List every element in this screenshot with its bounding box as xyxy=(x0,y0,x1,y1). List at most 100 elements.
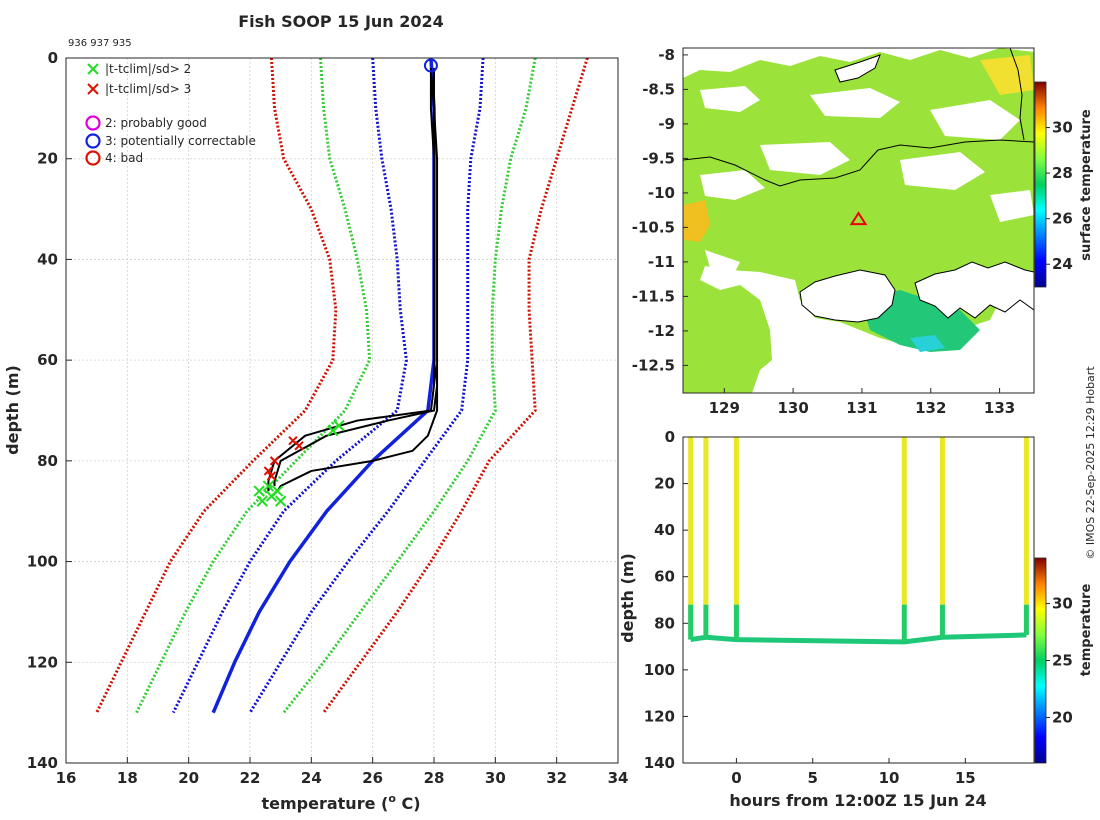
flag-sd2-marker xyxy=(262,480,275,492)
cloud-gap xyxy=(705,250,740,272)
flag-sd3-marker-stroke xyxy=(288,436,298,446)
profile-legend: |t-tclim|/sd> 2 |t-tclim|/sd> 3 2: probabl… xyxy=(85,62,256,166)
legend-label: 3: potentially correctable xyxy=(105,134,256,148)
legend-marker xyxy=(87,83,99,95)
flag-sd2-marker-stroke xyxy=(262,480,275,492)
map-y-tick-label: -11 xyxy=(648,253,675,271)
dt-y-tick-label: 100 xyxy=(644,661,675,679)
map-y-tick-label: -12 xyxy=(648,322,675,340)
surface-qc-marker xyxy=(423,58,438,73)
legend-label: |t-tclim|/sd> 3 xyxy=(105,82,191,96)
profile-axes-box xyxy=(65,57,619,764)
sst-colorbar-label: surface temperature xyxy=(1079,109,1094,261)
temp-colorbar-label: temperature xyxy=(1079,584,1094,677)
climatology-+2sd-line xyxy=(282,58,537,714)
profile-xlabel: temperature (o C) xyxy=(261,792,420,813)
flag-sd2-marker-stroke xyxy=(274,495,287,507)
warm-patch xyxy=(684,200,710,242)
flag-sd2-marker xyxy=(253,485,265,497)
y-tick-label: 60 xyxy=(37,351,58,369)
dt-x-tick-label: 15 xyxy=(955,769,976,787)
profile-935-line xyxy=(276,68,439,492)
dt-y-tick-label: 40 xyxy=(654,521,675,539)
dt-y-tick-label: 0 xyxy=(665,428,675,446)
flag-sd2-marker xyxy=(256,495,268,507)
flag-sd2-marker xyxy=(265,490,278,502)
flag-sd3-marker xyxy=(263,466,274,476)
x-tick-label: 30 xyxy=(485,769,506,787)
watermark: © IMOS 22-Sep-2025 12:29 Hobart xyxy=(1084,366,1097,560)
cloud-gap xyxy=(700,86,760,112)
map-axes-box xyxy=(682,47,1035,394)
eez-boundary xyxy=(1009,48,1025,141)
map-y-tick-label: -10.5 xyxy=(632,218,675,236)
dt-y-tick-label: 120 xyxy=(644,707,675,725)
temp-colorbar xyxy=(1034,557,1047,764)
legend-label: 4: bad xyxy=(105,151,143,165)
flag-sd2-marker-stroke xyxy=(253,485,265,497)
profile-ylabel: depth (m) xyxy=(3,365,22,455)
map-y-tick-label: -11.5 xyxy=(632,287,675,305)
cloud-gap xyxy=(810,88,900,118)
land-mainland xyxy=(914,261,1034,319)
map-x-tick-label: 132 xyxy=(915,399,946,417)
profile-panel: Fish SOOP 15 Jun 2024 936 937 935 16 18 20… xyxy=(3,12,628,813)
sst-colorbar xyxy=(1034,81,1047,288)
dt-x-tick-label: 5 xyxy=(807,769,817,787)
climatology--3sd-line xyxy=(95,58,338,714)
depth-time-axes-box xyxy=(682,436,1035,764)
flag-sd3-marker-stroke xyxy=(294,441,304,451)
x-tick-label: 34 xyxy=(608,769,629,787)
legend-marker xyxy=(85,133,101,149)
flag-sd3-marker xyxy=(269,456,280,466)
cloud-gap xyxy=(900,152,985,190)
flag-sd3-marker xyxy=(266,471,277,481)
profile-937-line xyxy=(267,67,435,492)
depth-time-xlabel: hours from 12:00Z 15 Jun 24 xyxy=(729,791,986,810)
profile-title: Fish SOOP 15 Jun 2024 xyxy=(238,12,444,31)
y-tick-label: 100 xyxy=(27,553,58,571)
climatology-mean-line xyxy=(211,58,436,714)
map-y-tick-label: -12.5 xyxy=(632,356,675,374)
eez-boundary xyxy=(683,139,1034,187)
dt-y-tick-label: 140 xyxy=(644,754,675,772)
map-y-tick-label: -9.5 xyxy=(642,149,675,167)
flag-sd3-marker-stroke xyxy=(263,466,274,476)
x-tick-label: 32 xyxy=(546,769,567,787)
legend-label: 2: probably good xyxy=(105,116,207,130)
y-tick-label: 120 xyxy=(27,653,58,671)
dt-y-tick-label: 60 xyxy=(654,568,675,586)
cloud-gap xyxy=(760,142,850,175)
dt-y-tick-label: 20 xyxy=(654,475,675,493)
map-y-tick-label: -8.5 xyxy=(642,80,675,98)
ship-position-marker xyxy=(849,211,868,226)
land-north xyxy=(834,54,881,83)
x-tick-label: 16 xyxy=(56,769,77,787)
y-tick-label: 40 xyxy=(37,250,58,268)
depth-time-panel: 0 5 10 15 0 20 40 60 80 100 120 140 hours from 12:0… xyxy=(618,428,1094,810)
map-x-tick-label: 130 xyxy=(777,399,808,417)
cloud-gap xyxy=(990,190,1034,222)
flag-sd2-marker-stroke xyxy=(327,424,339,437)
profile-ids: 936 937 935 xyxy=(68,38,132,49)
x-tick-label: 18 xyxy=(117,769,138,787)
sst-colorbar-tick-label: 24 xyxy=(1052,255,1073,273)
cloud-gap xyxy=(930,100,1020,140)
legend-marker-stroke xyxy=(87,63,99,75)
bottom-trace-line xyxy=(690,632,1027,645)
sst-colorbar-tick-label: 28 xyxy=(1052,164,1073,182)
climatology-+1sd-line xyxy=(248,58,485,714)
x-tick-label: 22 xyxy=(240,769,261,787)
flag-sd2-marker-stroke xyxy=(256,495,268,507)
legend-label: |t-tclim|/sd> 2 xyxy=(105,62,191,76)
dt-y-tick-label: 80 xyxy=(654,614,675,632)
flag-sd2-marker xyxy=(274,495,287,507)
legend-marker-stroke xyxy=(87,83,99,95)
climatology--2sd-line xyxy=(135,58,372,714)
x-tick-label: 28 xyxy=(424,769,445,787)
climatology--1sd-line xyxy=(171,58,408,714)
dt-x-tick-label: 10 xyxy=(879,769,900,787)
temp-colorbar-tick-label: 20 xyxy=(1052,708,1073,726)
y-tick-label: 0 xyxy=(48,49,58,67)
legend-marker xyxy=(87,63,99,75)
